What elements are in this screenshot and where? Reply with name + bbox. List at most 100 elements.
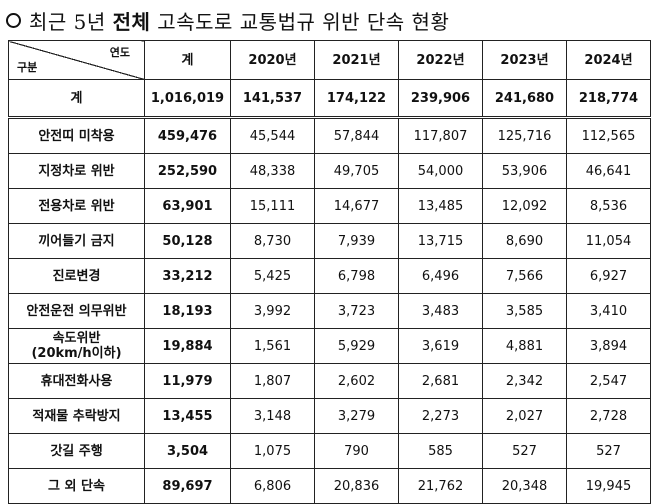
row-category-label-line2: (20km/h이하) [31,346,122,361]
table-cell: 3,992 [230,293,315,329]
table-cell: 7,939 [314,223,399,259]
total-row: 계 1,016,019 141,537 174,122 239,906 241,… [8,79,651,119]
corner-header-cell: 연도 구분 [8,40,145,80]
row-total-cell: 459,476 [144,117,231,154]
table-cell: 48,338 [230,153,315,189]
table-cell: 112,565 [566,117,651,154]
total-cell: 174,122 [314,79,399,119]
corner-year-label: 연도 [109,46,130,59]
table-cell: 3,279 [314,398,399,434]
row-category-label-line1: 속도위반 [52,331,101,346]
row-category-label: 끼어들기 금지 [8,223,145,259]
table-cell: 6,798 [314,258,399,294]
table-cell: 3,619 [398,328,483,364]
row-total-cell: 89,697 [144,468,231,504]
row-category-label: 지정차로 위반 [8,153,145,189]
row-category-label: 휴대전화사용 [8,363,145,399]
column-header-total: 계 [144,40,231,80]
table-cell: 12,092 [482,188,567,224]
table-cell: 1,807 [230,363,315,399]
table-row: 진로변경 33,212 5,425 6,798 6,496 7,566 6,927 [8,258,651,294]
table-row: 갓길 주행 3,504 1,075 790 585 527 527 [8,433,651,469]
table-cell: 3,585 [482,293,567,329]
table-cell: 14,677 [314,188,399,224]
row-category-label: 속도위반 (20km/h이하) [8,328,145,364]
table-cell: 19,945 [566,468,651,504]
table-cell: 54,000 [398,153,483,189]
table-cell: 3,483 [398,293,483,329]
title-text: 최근 5년 전체 고속도로 교통법규 위반 단속 현황 [29,6,449,35]
row-total-cell: 11,979 [144,363,231,399]
table-cell: 53,906 [482,153,567,189]
row-total-cell: 252,590 [144,153,231,189]
table-cell: 1,075 [230,433,315,469]
table-cell: 790 [314,433,399,469]
table-cell: 117,807 [398,117,483,154]
row-category-label: 그 외 단속 [8,468,145,504]
table-row: 적재물 추락방지 13,455 3,148 3,279 2,273 2,027 2,728 [8,398,651,434]
table-cell: 2,027 [482,398,567,434]
title-emphasis: 전체 [112,9,151,34]
total-cell: 241,680 [482,79,567,119]
table-cell: 20,836 [314,468,399,504]
table-row: 휴대전화사용 11,979 1,807 2,602 2,681 2,342 2,547 [8,363,651,399]
table-cell: 2,602 [314,363,399,399]
row-category-label: 전용차로 위반 [8,188,145,224]
table-cell: 3,723 [314,293,399,329]
table-cell: 2,728 [566,398,651,434]
column-header-2022: 2022년 [398,40,483,80]
row-category-label: 안전띠 미착용 [8,117,145,154]
violation-table: 연도 구분 계 2020년 2021년 2022년 2023년 2024년 계 … [8,40,651,504]
table-row: 그 외 단속 89,697 6,806 20,836 21,762 20,348 19,94… [8,468,651,504]
table-cell: 45,544 [230,117,315,154]
row-category-label: 진로변경 [8,258,145,294]
corner-category-label: 구분 [17,61,38,74]
table-cell: 4,881 [482,328,567,364]
table-cell: 20,348 [482,468,567,504]
table-cell: 6,496 [398,258,483,294]
table-row: 지정차로 위반 252,590 48,338 49,705 54,000 53,906 46… [8,153,651,189]
column-header-2023: 2023년 [482,40,567,80]
table-row: 끼어들기 금지 50,128 8,730 7,939 13,715 8,690 11,054 [8,223,651,259]
table-cell: 46,641 [566,153,651,189]
table-cell: 8,730 [230,223,315,259]
table-cell: 125,716 [482,117,567,154]
table-cell: 7,566 [482,258,567,294]
table-cell: 3,894 [566,328,651,364]
table-cell: 5,425 [230,258,315,294]
row-total-cell: 63,901 [144,188,231,224]
table-cell: 527 [566,433,651,469]
bullet-circle-icon [6,12,21,28]
total-cell: 141,537 [230,79,315,119]
row-category-label: 갓길 주행 [8,433,145,469]
row-total-cell: 3,504 [144,433,231,469]
column-header-2020: 2020년 [230,40,315,80]
table-row: 안전운전 의무위반 18,193 3,992 3,723 3,483 3,585 3,410 [8,293,651,329]
title-before: 최근 5년 [29,9,113,34]
table-cell: 49,705 [314,153,399,189]
row-total-cell: 50,128 [144,223,231,259]
table-cell: 585 [398,433,483,469]
table-row: 안전띠 미착용 459,476 45,544 57,844 117,807 125,716… [8,117,651,154]
table-cell: 3,410 [566,293,651,329]
table-cell: 5,929 [314,328,399,364]
table-cell: 21,762 [398,468,483,504]
column-header-2021: 2021년 [314,40,399,80]
table-row: 속도위반 (20km/h이하) 19,884 1,561 5,929 3,619 4,881… [8,328,651,364]
total-cell: 218,774 [566,79,651,119]
row-category-label: 적재물 추락방지 [8,398,145,434]
table-cell: 2,547 [566,363,651,399]
table-cell: 527 [482,433,567,469]
row-total-cell: 33,212 [144,258,231,294]
table-cell: 1,561 [230,328,315,364]
page-title: 최근 5년 전체 고속도로 교통법규 위반 단속 현황 [6,4,449,36]
table-cell: 8,536 [566,188,651,224]
table-cell: 8,690 [482,223,567,259]
row-category-label: 안전운전 의무위반 [8,293,145,329]
table-cell: 2,273 [398,398,483,434]
title-after: 고속도로 교통법규 위반 단속 현황 [150,9,450,34]
table-cell: 13,485 [398,188,483,224]
table-cell: 11,054 [566,223,651,259]
table-cell: 3,148 [230,398,315,434]
row-total-cell: 13,455 [144,398,231,434]
